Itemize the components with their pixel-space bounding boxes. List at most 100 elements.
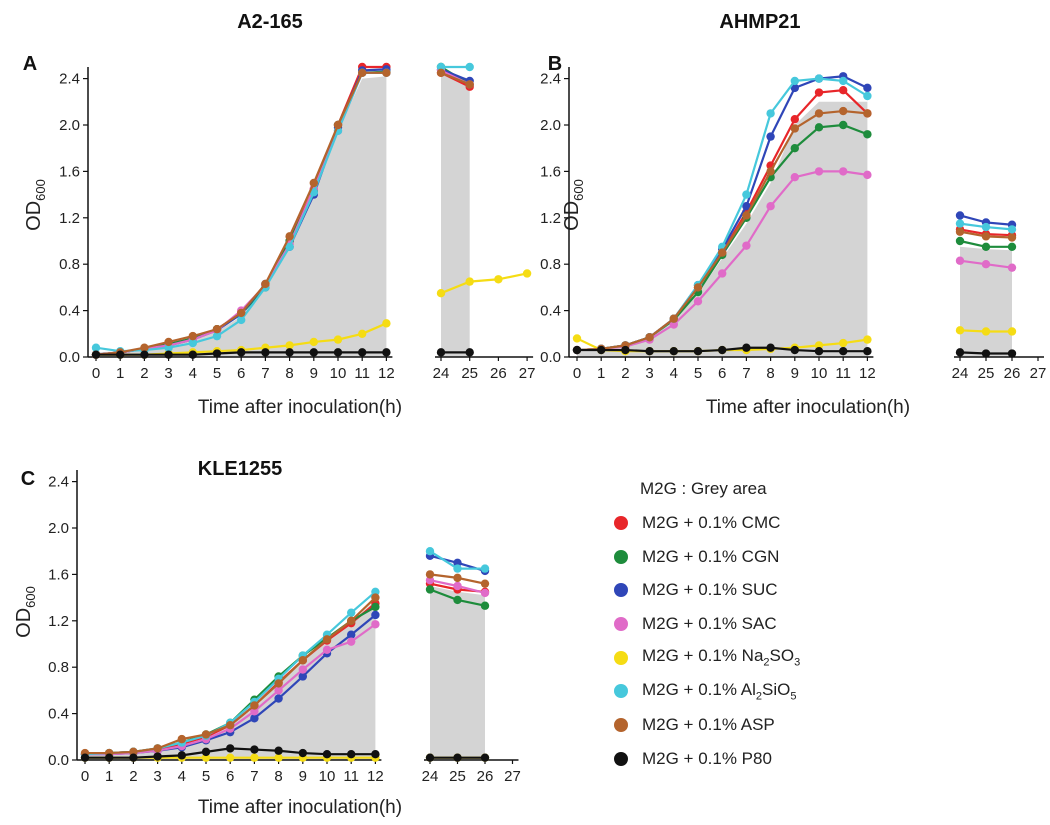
y-tick-label: 0.0	[540, 349, 561, 366]
y-axis-label: OD600	[23, 179, 48, 231]
data-point	[298, 672, 307, 681]
data-point	[425, 576, 435, 585]
data-point	[790, 173, 799, 182]
data-point	[129, 747, 138, 757]
legend-item: M2G + 0.1% Na2SO3	[612, 641, 912, 675]
x-tick-label: 12	[378, 365, 395, 382]
data-point	[309, 178, 318, 188]
series-m2g-0-1-asp	[91, 68, 474, 359]
y-tick-label: 1.6	[59, 163, 80, 180]
data-point	[839, 120, 848, 130]
data-point	[453, 558, 462, 567]
data-point	[839, 167, 848, 176]
legend-item: M2G + 0.1% SAC	[612, 607, 912, 641]
data-point	[274, 679, 283, 688]
data-point	[250, 707, 259, 716]
panel-letter: A	[23, 53, 37, 75]
series-m2g-0-1-p80	[80, 744, 490, 762]
x-tick-label: 24	[433, 365, 450, 382]
data-point	[285, 348, 294, 357]
y-axis-label-main: OD	[561, 201, 583, 231]
panel-letter: B	[548, 53, 562, 75]
panel-c: 0.00.40.81.21.62.02.40 1 2 3 4 5 6 7 8 9 10 11 12 24 2…	[13, 458, 521, 818]
x-tick-label: 26	[490, 365, 507, 382]
x-tick-label: 11	[343, 768, 359, 785]
data-point	[480, 579, 490, 588]
data-point	[981, 222, 991, 232]
legend-label: M2G + 0.1% ASP	[642, 714, 775, 734]
panel-b: 0.00.40.81.21.62.02.40 1 2 3 4 5 6 7 8 9 10 11 12 24 2…	[540, 11, 1046, 418]
data-point	[597, 345, 606, 355]
panel-title: KLE1255	[198, 458, 283, 480]
data-point	[153, 752, 162, 761]
x-tick-label: 9	[299, 768, 307, 785]
x-tick-label: 6	[226, 768, 234, 785]
data-point	[322, 645, 332, 654]
data-point	[955, 211, 965, 220]
x-tick-label: 3	[164, 365, 172, 382]
data-point	[226, 744, 235, 753]
legend-label: M2G + 0.1% P80	[642, 748, 772, 768]
data-point	[465, 62, 474, 72]
x-tick-label: 4	[189, 365, 197, 382]
data-point	[436, 68, 446, 78]
x-tick-label: 4	[670, 365, 678, 382]
data-point	[981, 242, 991, 251]
data-point	[1007, 327, 1017, 336]
data-point	[766, 109, 775, 118]
x-tick-label: 1	[116, 365, 124, 382]
data-point	[814, 341, 824, 350]
data-point	[863, 109, 872, 118]
data-point	[164, 337, 173, 347]
data-point	[140, 343, 149, 352]
x-tick-label: 0	[81, 768, 89, 785]
data-point	[766, 132, 775, 141]
y-axis-label-main: OD	[13, 608, 35, 638]
data-point	[285, 242, 294, 251]
legend-item: M2G + 0.1% CMC	[612, 506, 912, 540]
data-point	[347, 616, 356, 625]
data-point	[480, 564, 490, 573]
data-point	[436, 62, 446, 72]
y-axis-label-subscript: 600	[23, 586, 38, 608]
x-tick-label: 7	[742, 365, 750, 382]
data-point	[237, 308, 246, 318]
panel-title: AHMP21	[719, 11, 800, 33]
data-point	[453, 564, 462, 573]
data-point	[91, 350, 101, 359]
y-tick-label: 1.2	[48, 613, 69, 630]
data-point	[453, 581, 462, 591]
data-point	[494, 275, 503, 284]
data-point	[742, 190, 751, 199]
data-point	[285, 232, 294, 241]
data-point	[1007, 349, 1017, 358]
y-tick-label: 1.2	[540, 210, 561, 227]
data-point	[322, 750, 332, 759]
data-point	[645, 347, 654, 356]
data-point	[188, 331, 197, 341]
series-m2g-0-1-p80	[91, 348, 474, 359]
data-point	[425, 585, 435, 594]
data-point	[140, 350, 149, 359]
data-point	[790, 115, 799, 124]
series-line-late	[440, 71, 471, 86]
data-point	[453, 573, 462, 583]
data-point	[742, 211, 751, 220]
data-point	[333, 348, 343, 357]
data-point	[164, 350, 173, 359]
x-tick-label: 27	[504, 768, 521, 785]
x-tick-label: 25	[449, 768, 466, 785]
data-point	[480, 588, 490, 598]
x-tick-label: 12	[367, 768, 384, 785]
data-point	[201, 730, 211, 739]
data-point	[261, 279, 270, 289]
x-tick-label: 27	[519, 365, 536, 382]
data-point	[742, 202, 751, 211]
data-point	[955, 236, 965, 246]
data-point	[839, 338, 848, 348]
data-point	[436, 348, 446, 357]
data-point	[358, 329, 367, 338]
data-point	[347, 608, 356, 617]
data-point	[693, 297, 703, 306]
y-axis-label-subscript: 600	[33, 179, 48, 201]
